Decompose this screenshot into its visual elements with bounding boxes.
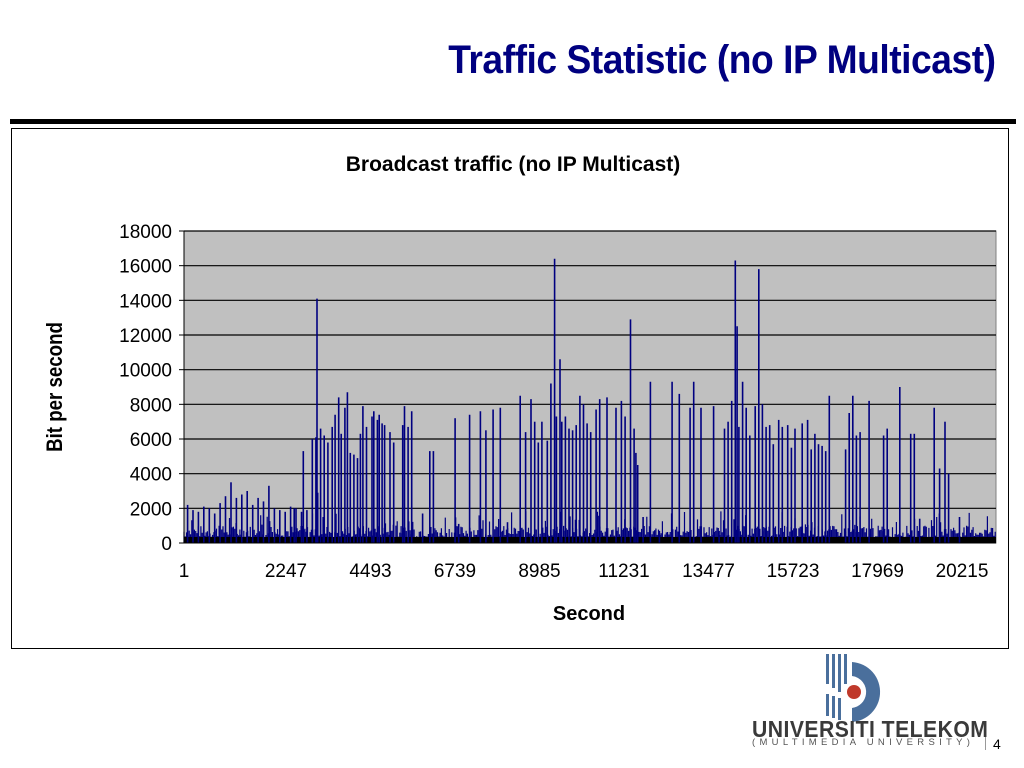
chart-frame: Broadcast traffic (no IP Multicast) 0 200… (11, 128, 1009, 649)
x-tick-label: 20215 (936, 561, 989, 582)
y-tick-label: 4000 (130, 465, 172, 486)
y-tick-label: 10000 (119, 361, 172, 382)
y-tick-label: 18000 (119, 222, 172, 243)
logo-emblem-icon (826, 654, 881, 722)
x-tick-labels: 1 2247 4493 6739 8985 11231 13477 15723 17969 202… (179, 561, 989, 582)
x-tick-label: 4493 (349, 561, 391, 582)
page-number-divider (985, 737, 986, 750)
y-tick-label: 8000 (130, 395, 172, 416)
page-number: 4 (993, 736, 1001, 752)
logo-subtitle: (MULTIMEDIA UNIVERSITY) (752, 737, 975, 748)
y-tick-label: 2000 (130, 499, 172, 520)
x-tick-label: 11231 (598, 561, 649, 582)
y-tick-label: 12000 (119, 326, 172, 347)
slide-title: Traffic Statistic (no IP Multicast) (448, 38, 997, 82)
broadcast-traffic-chart: Broadcast traffic (no IP Multicast) 0 200… (44, 153, 997, 625)
y-tick-label: 0 (161, 534, 172, 555)
x-axis-label: Second (553, 603, 625, 625)
logo-name: UNIVERSITI TELEKOM (752, 716, 989, 742)
x-tick-label: 17969 (851, 561, 904, 582)
y-tick-label: 14000 (119, 291, 172, 312)
axes (179, 230, 996, 544)
y-tick-label: 6000 (130, 430, 172, 451)
data-series (186, 258, 961, 543)
chart-title: Broadcast traffic (no IP Multicast) (346, 153, 681, 176)
x-tick-label: 15723 (767, 561, 820, 582)
y-tick-labels: 0 2000 4000 6000 8000 10000 12000 14000 16000 180… (119, 222, 172, 555)
x-tick-label: 6739 (434, 561, 476, 582)
y-tick-label: 16000 (119, 257, 172, 278)
x-tick-label: 13477 (682, 561, 735, 582)
title-divider (10, 119, 1016, 124)
universiti-telekom-logo (826, 654, 881, 722)
x-tick-label: 8985 (518, 561, 560, 582)
y-axis-label: Bit per second (44, 322, 68, 452)
x-tick-label: 2247 (265, 561, 307, 582)
x-tick-label: 1 (179, 561, 190, 582)
